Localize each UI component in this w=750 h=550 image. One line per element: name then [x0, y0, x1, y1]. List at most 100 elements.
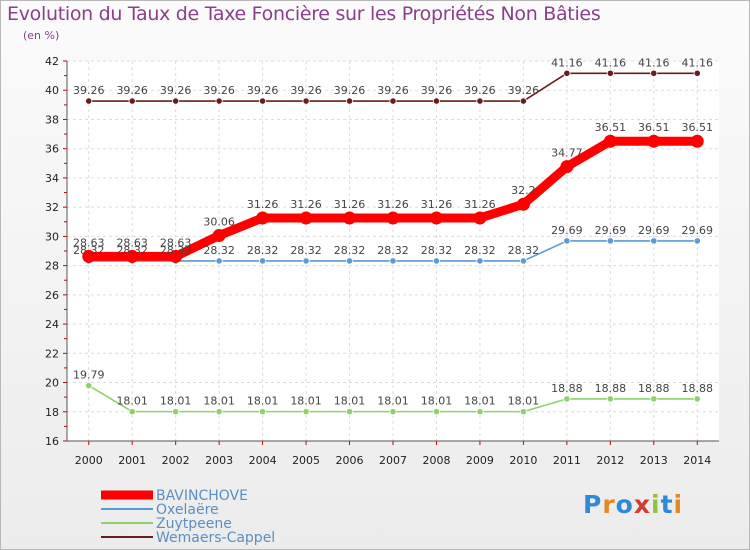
- data-point: [563, 69, 571, 77]
- data-point: [258, 408, 267, 416]
- data-point: [690, 134, 704, 148]
- logo-letter: t: [660, 490, 674, 519]
- data-point: [606, 237, 614, 245]
- legend-label: Wemaers-Cappel: [156, 530, 275, 546]
- data-point: [563, 395, 571, 403]
- data-point: [693, 69, 701, 77]
- data-label: 39.26: [247, 84, 279, 97]
- data-point: [432, 408, 441, 416]
- data-label: 41.16: [682, 56, 714, 69]
- data-label: 28.32: [247, 244, 279, 257]
- data-point: [693, 395, 701, 403]
- data-labels: 39.26 39.26 39.26 39.26 39.26 39.26 39.26 39.26…: [73, 56, 713, 407]
- data-point: [389, 408, 397, 416]
- data-label: 28.32: [290, 244, 322, 257]
- y-tick-label: 16: [45, 435, 59, 448]
- data-label: 18.01: [160, 395, 192, 408]
- data-label: 28.63: [116, 236, 148, 249]
- x-tick-label: 2001: [118, 454, 146, 467]
- data-point: [215, 97, 223, 105]
- data-label: 18.01: [290, 395, 322, 408]
- data-label: 30.06: [203, 216, 235, 229]
- data-point: [345, 97, 354, 105]
- legend: BAVINCHOVEOxelaëreZuytpeeneWemaers-Cappe…: [101, 488, 275, 546]
- data-point: [215, 408, 223, 416]
- y-tick-label: 20: [45, 377, 59, 390]
- data-label: 39.26: [334, 84, 366, 97]
- x-tick-label: 2009: [466, 454, 494, 467]
- data-point: [386, 211, 400, 225]
- x-tick-label: 2003: [205, 454, 233, 467]
- data-point: [432, 97, 441, 105]
- y-axis-unit: (en %): [23, 29, 60, 42]
- y-tick-label: 18: [45, 406, 59, 419]
- legend-label: Oxelaëre: [156, 502, 219, 518]
- proxiti-logo: Proxiti: [583, 490, 683, 519]
- data-point: [169, 249, 183, 263]
- data-point: [476, 257, 484, 265]
- y-tick-label: 42: [45, 55, 59, 68]
- x-tick-label: 2002: [162, 454, 190, 467]
- data-point: [476, 97, 484, 105]
- data-label: 18.01: [421, 395, 453, 408]
- legend-label: BAVINCHOVE: [156, 488, 248, 504]
- data-label: 31.26: [290, 198, 322, 211]
- x-tick-label: 2012: [596, 454, 624, 467]
- legend-label: Zuytpeene: [156, 516, 232, 532]
- logo-letter: P: [583, 490, 603, 519]
- data-label: 18.01: [203, 395, 235, 408]
- x-tick-label: 2010: [509, 454, 537, 467]
- y-tick-label: 36: [45, 143, 59, 156]
- data-point: [299, 211, 313, 225]
- data-label: 39.26: [73, 84, 105, 97]
- data-point: [172, 97, 180, 105]
- data-point: [473, 211, 487, 225]
- data-point: [128, 408, 136, 416]
- data-label: 36.51: [595, 121, 627, 134]
- data-point: [258, 97, 267, 105]
- data-label: 41.16: [638, 56, 670, 69]
- x-tick-label: 2011: [553, 454, 581, 467]
- data-label: 18.01: [247, 395, 279, 408]
- data-label: 28.32: [377, 244, 409, 257]
- x-tick-label: 2007: [379, 454, 407, 467]
- data-point: [302, 97, 310, 105]
- data-label: 28.32: [508, 244, 540, 257]
- data-point: [258, 257, 267, 265]
- data-point: [212, 229, 226, 243]
- data-label: 28.32: [421, 244, 453, 257]
- data-label: 39.26: [377, 84, 409, 97]
- data-point: [563, 237, 571, 245]
- data-label: 28.32: [160, 244, 192, 257]
- data-label: 28.32: [334, 244, 366, 257]
- data-label: 29.69: [595, 224, 627, 237]
- data-label: 18.01: [464, 395, 496, 408]
- data-point: [519, 257, 528, 265]
- data-point: [650, 237, 658, 245]
- data-point: [85, 97, 93, 105]
- data-label: 18.01: [334, 395, 366, 408]
- axes: 16 18 20 22 24 26 28 30 32 34 36 38 40 42 2000 2001 2002…: [45, 55, 719, 467]
- data-point: [345, 257, 354, 265]
- data-point: [302, 408, 310, 416]
- y-tick-label: 30: [45, 230, 59, 243]
- y-tick-label: 28: [45, 260, 59, 273]
- data-label: 31.26: [421, 198, 453, 211]
- y-tick-label: 40: [45, 84, 59, 97]
- data-point: [389, 257, 397, 265]
- data-label: 39.26: [203, 84, 235, 97]
- data-label: 18.88: [595, 382, 627, 395]
- data-label: 31.26: [464, 198, 496, 211]
- data-label: 31.26: [334, 198, 366, 211]
- data-point: [302, 257, 310, 265]
- data-label: 18.01: [377, 395, 409, 408]
- data-label: 41.16: [595, 56, 627, 69]
- data-label: 32.2: [511, 184, 536, 197]
- data-point: [172, 408, 180, 416]
- data-label: 41.16: [551, 56, 583, 69]
- x-tick-label: 2014: [683, 454, 711, 467]
- data-point: [650, 395, 658, 403]
- chart-title: Evolution du Taux de Taxe Foncière sur l…: [7, 3, 601, 25]
- data-label: 28.32: [116, 244, 148, 257]
